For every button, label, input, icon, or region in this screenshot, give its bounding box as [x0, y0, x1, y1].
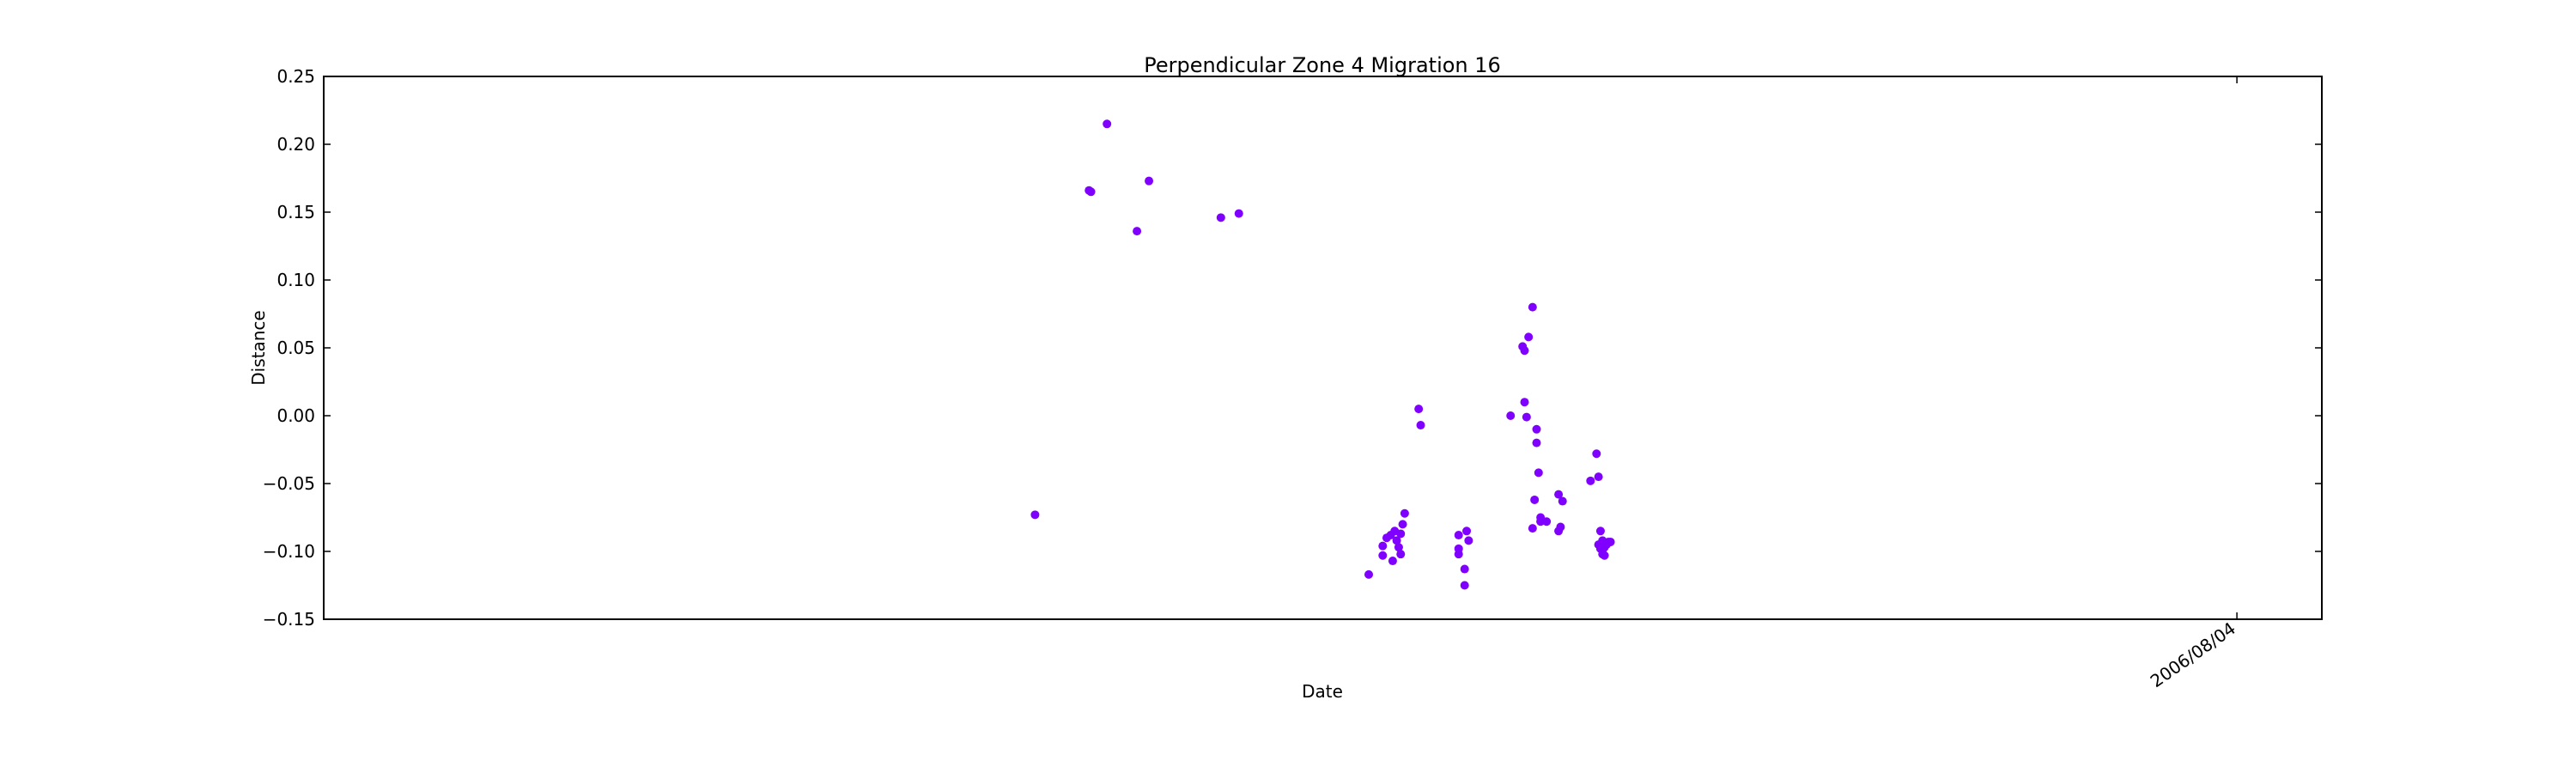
data-point: [1103, 119, 1112, 129]
data-point: [1595, 526, 1605, 536]
y-tick-label: 0.25: [276, 66, 315, 87]
data-point: [1216, 213, 1225, 222]
y-tick-label: 0.10: [276, 270, 315, 290]
data-point: [1556, 522, 1565, 532]
data-point: [1133, 227, 1142, 236]
y-tick-label: 0.00: [276, 405, 315, 426]
data-point: [1542, 517, 1552, 526]
data-point: [1378, 541, 1388, 551]
data-point: [1460, 564, 1469, 574]
data-point: [1532, 424, 1541, 434]
data-point: [1592, 449, 1601, 459]
data-point: [1520, 398, 1529, 407]
data-point: [1145, 176, 1154, 186]
data-point: [1520, 346, 1529, 356]
data-point: [1594, 472, 1603, 482]
y-tick-label: −0.15: [263, 609, 315, 630]
data-point: [1396, 529, 1406, 539]
data-point: [1234, 209, 1243, 218]
data-point: [1388, 557, 1397, 566]
data-point: [1086, 187, 1096, 197]
data-point: [1460, 581, 1469, 590]
y-tick-label: 0.15: [276, 202, 315, 222]
data-point: [1378, 551, 1388, 560]
data-point: [1506, 411, 1516, 420]
y-axis-ticks: 0.25 0.20 0.15 0.10 0.05 0.00 −0.05 −0.10 −0.15: [263, 66, 2322, 630]
data-point: [1030, 510, 1040, 520]
data-point: [1530, 495, 1540, 504]
data-point: [1536, 517, 1546, 526]
data-point: [1462, 526, 1472, 536]
x-axis-title: Date: [1302, 681, 1343, 702]
data-point: [1414, 405, 1424, 414]
y-tick-label: 0.05: [276, 338, 315, 358]
plot-area-frame: [323, 76, 2323, 620]
y-tick-label: 0.20: [276, 134, 315, 155]
data-point: [1398, 520, 1407, 529]
data-point: [1532, 438, 1541, 447]
data-point: [1558, 496, 1567, 506]
data-point: [1394, 543, 1403, 552]
y-tick-label: −0.05: [263, 473, 315, 494]
data-point: [1528, 302, 1537, 312]
data-point: [1606, 537, 1615, 546]
y-axis-title: Distance: [248, 310, 269, 385]
data-point: [1464, 536, 1473, 545]
data-point: [1534, 468, 1543, 478]
data-point: [1400, 508, 1409, 518]
data-point: [1522, 412, 1531, 422]
data-point: [1396, 550, 1406, 559]
data-point: [1454, 531, 1463, 540]
data-point: [1528, 524, 1537, 533]
data-point: [1364, 569, 1374, 579]
data-point: [1392, 536, 1401, 545]
chart-title: Perpendicular Zone 4 Migration 16: [1144, 53, 1501, 77]
data-points: [1030, 119, 1615, 590]
y-tick-label: −0.10: [263, 541, 315, 562]
data-point: [1454, 550, 1463, 559]
data-point: [1554, 490, 1564, 499]
data-point: [1586, 476, 1595, 485]
data-point: [1600, 551, 1609, 560]
data-point: [1524, 332, 1534, 342]
data-point: [1416, 421, 1425, 430]
